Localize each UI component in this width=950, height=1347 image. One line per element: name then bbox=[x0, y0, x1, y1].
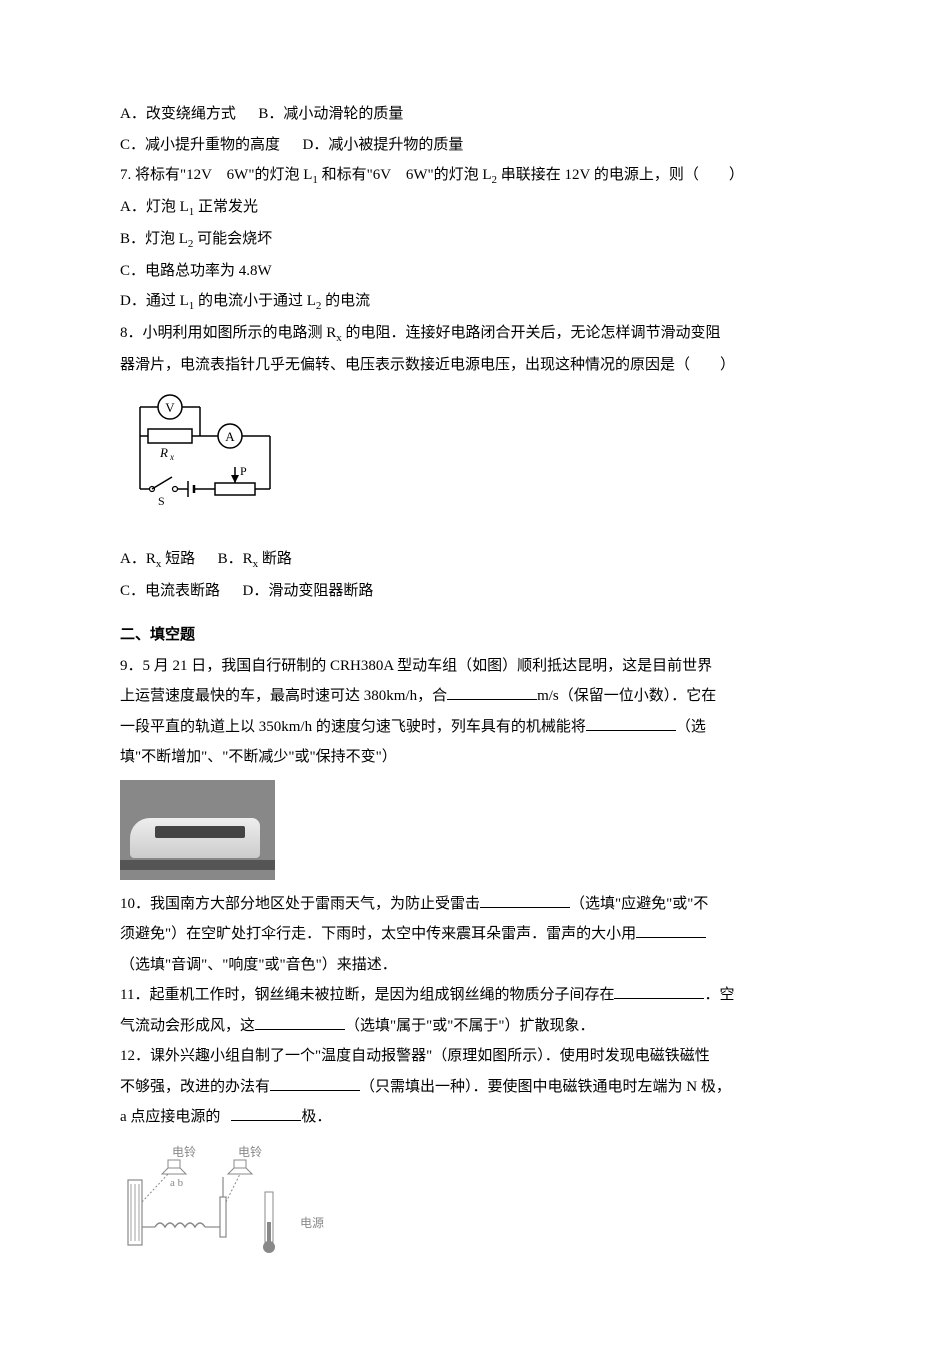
q10-blank2[interactable] bbox=[636, 923, 706, 938]
svg-text:R: R bbox=[159, 445, 168, 460]
q8-options-ab: A．Rx 短路 B．Rx 断路 bbox=[120, 545, 830, 575]
q10-line1: 10．我国南方大部分地区处于雷雨天气，为防止受雷击（选填"应避免"或"不 bbox=[120, 890, 830, 919]
svg-text:a b: a b bbox=[170, 1177, 184, 1189]
q6-option-b: B．减小动滑轮的质量 bbox=[258, 106, 403, 122]
section2-title: 二、填空题 bbox=[120, 621, 830, 650]
svg-text:V: V bbox=[165, 400, 175, 415]
q9-line2: 上运营速度最快的车，最高时速可达 380km/h，合m/s（保留一位小数）．它在 bbox=[120, 682, 830, 711]
q6-option-c-d: C．减小提升重物的高度 D．减小被提升物的质量 bbox=[120, 131, 830, 160]
q12-line2: 不够强，改进的办法有（只需填出一种）．要使图中电磁铁通电时左端为 N 极， bbox=[120, 1073, 830, 1102]
q9-line1: 9．5 月 21 日，我国自行研制的 CRH380A 型动车组（如图）顺利抵达昆… bbox=[120, 652, 830, 681]
q8-stem-line2: 器滑片，电流表指针几乎无偏转、电压表示数接近电源电压，出现这种情况的原因是（ ） bbox=[120, 351, 830, 380]
svg-text:S: S bbox=[158, 494, 165, 508]
q12-line3: a 点应接电源的 极． bbox=[120, 1103, 830, 1132]
train-figure bbox=[120, 780, 275, 880]
q7-option-c: C．电路总功率为 4.8W bbox=[120, 257, 830, 286]
q6-option-c: C．减小提升重物的高度 bbox=[120, 137, 280, 153]
q8-stem-line1: 8．小明利用如图所示的电路测 Rx 的电阻．连接好电路闭合开关后，无论怎样调节滑… bbox=[120, 319, 830, 349]
q10-blank1[interactable] bbox=[480, 893, 570, 908]
q8-options-cd: C．电流表断路 D．滑动变阻器断路 bbox=[120, 577, 830, 606]
q12-line1: 12．课外兴趣小组自制了一个"温度自动报警器"（原理如图所示）．使用时发现电磁铁… bbox=[120, 1042, 830, 1071]
q6-option-a: A．改变绕绳方式 bbox=[120, 106, 236, 122]
q10-line3: （选填"音调"、"响度"或"音色"）来描述． bbox=[120, 951, 830, 980]
q7-option-a: A．灯泡 L1 正常发光 bbox=[120, 193, 830, 223]
q11-line1: 11．起重机工作时，钢丝绳未被拉断，是因为组成钢丝绳的物质分子间存在．空 bbox=[120, 981, 830, 1010]
q11-blank2[interactable] bbox=[255, 1015, 345, 1030]
q10-line2: 须避免"）在空旷处打伞行走．下雨时，太空中传来震耳朵雷声．雷声的大小用 bbox=[120, 920, 830, 949]
svg-text:电铃: 电铃 bbox=[172, 1144, 196, 1159]
svg-text:A: A bbox=[225, 429, 235, 444]
circuit-diagram-icon: V R x A S P bbox=[120, 389, 290, 524]
q7-option-d: D．通过 L1 的电流小于通过 L2 的电流 bbox=[120, 287, 830, 317]
alarm-circuit-icon: 电铃 电铃 a b 电源 bbox=[120, 1142, 375, 1267]
q6-option-a-b: A．改变绕绳方式 B．减小动滑轮的质量 bbox=[120, 100, 830, 129]
q11-blank1[interactable] bbox=[614, 984, 704, 999]
q12-alarm-figure: 电铃 电铃 a b 电源 bbox=[120, 1142, 830, 1278]
q8-circuit-figure: V R x A S P bbox=[120, 389, 830, 535]
q9-blank1[interactable] bbox=[447, 685, 537, 700]
q11-line2: 气流动会形成风，这（选填"属于"或"不属于"）扩散现象． bbox=[120, 1012, 830, 1041]
svg-text:x: x bbox=[169, 452, 174, 462]
q12-blank2[interactable] bbox=[231, 1106, 301, 1121]
q9-line3: 一段平直的轨道上以 350km/h 的速度匀速飞驶时，列车具有的机械能将（选 bbox=[120, 713, 830, 742]
q7-option-b: B．灯泡 L2 可能会烧坏 bbox=[120, 225, 830, 255]
svg-text:电铃: 电铃 bbox=[238, 1144, 262, 1159]
q6-option-d: D．减小被提升物的质量 bbox=[303, 137, 464, 153]
q12-blank1[interactable] bbox=[270, 1076, 360, 1091]
q9-blank2[interactable] bbox=[586, 716, 676, 731]
svg-text:电源: 电源 bbox=[300, 1216, 324, 1230]
svg-text:P: P bbox=[240, 464, 247, 478]
q9-line4: 填"不断增加"、"不断减少"或"保持不变"） bbox=[120, 743, 830, 772]
q7-stem: 7. 将标有"12V 6W"的灯泡 L1 和标有"6V 6W"的灯泡 L2 串联… bbox=[120, 161, 830, 191]
